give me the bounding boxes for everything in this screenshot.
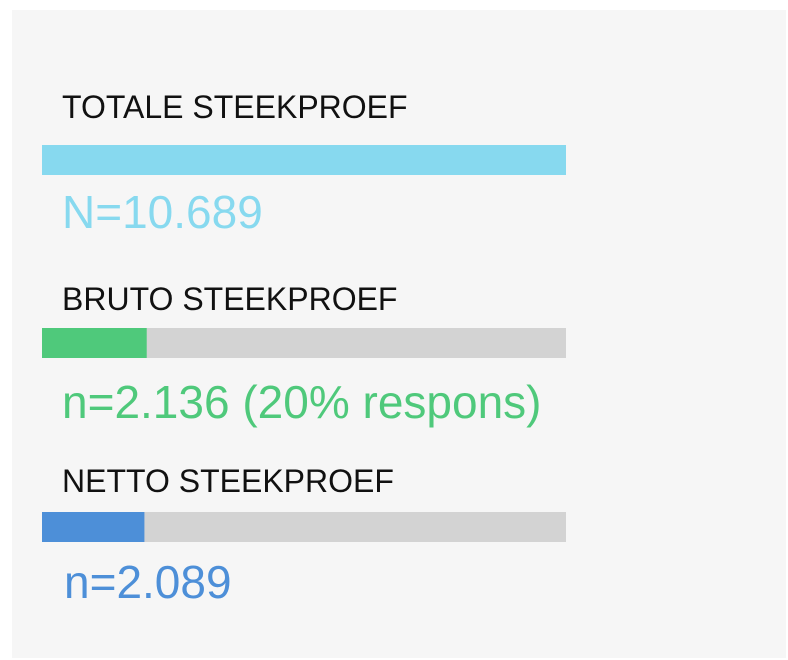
value-label: N=10.689 [62,186,263,238]
value-label: n=2.089 [64,556,232,608]
category-label: BRUTO STEEKPROEF [62,281,397,317]
bar [42,512,145,542]
bar [42,328,147,358]
category-label: NETTO STEEKPROEF [62,463,394,499]
bar [42,145,566,175]
category-label: TOTALE STEEKPROEF [62,89,408,125]
value-label: n=2.136 (20% respons) [62,376,541,428]
